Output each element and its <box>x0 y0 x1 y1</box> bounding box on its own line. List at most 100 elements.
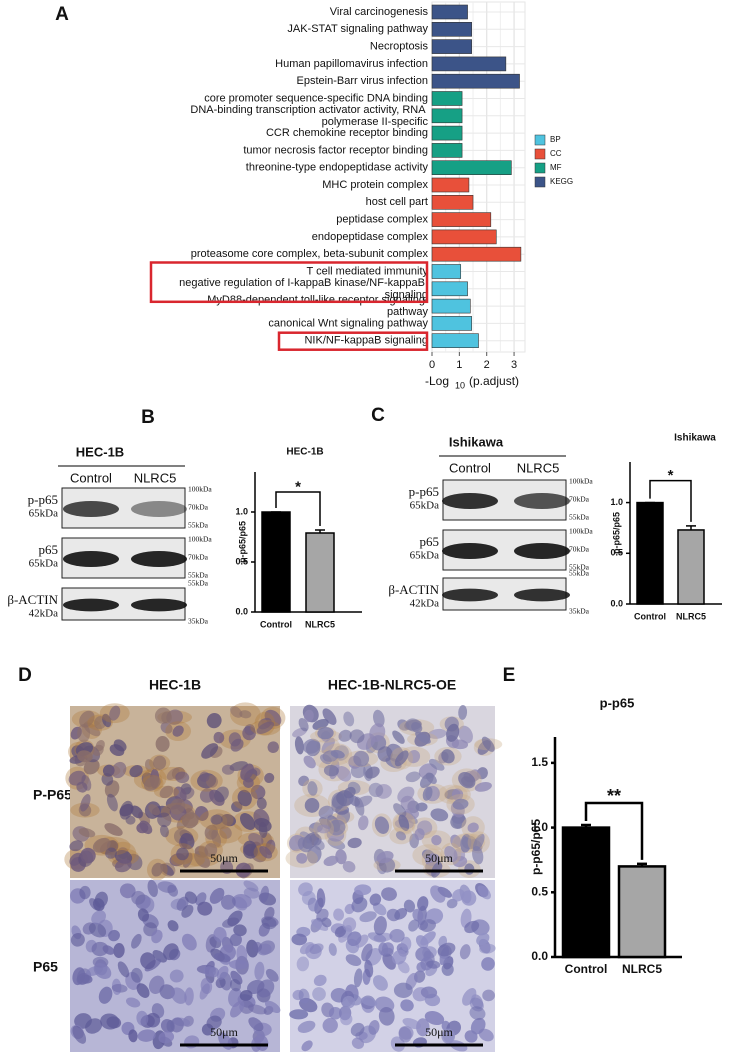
nucleus <box>229 978 242 992</box>
protein-label: β-ACTIN <box>388 582 439 597</box>
nucleus <box>331 793 345 813</box>
nucleus <box>248 1017 264 1032</box>
nucleus <box>152 950 167 963</box>
nucleus <box>144 776 161 791</box>
nucleus <box>481 957 495 971</box>
nucleus <box>243 840 257 857</box>
nucleus <box>458 772 476 789</box>
nucleus <box>472 846 484 865</box>
marker-label: 55kDa <box>569 569 590 578</box>
nucleus <box>80 847 96 864</box>
nucleus <box>243 887 260 899</box>
nucleus <box>398 1026 412 1043</box>
nucleus <box>201 743 219 759</box>
nucleus <box>253 818 272 833</box>
nucleus <box>129 765 143 778</box>
marker-label: 55kDa <box>569 563 590 572</box>
nucleus <box>392 730 405 744</box>
x-axis-label-suffix: (p.adjust) <box>469 374 519 388</box>
highlight-box <box>149 261 429 304</box>
nucleus <box>297 1020 316 1033</box>
nucleus <box>342 860 356 873</box>
category-label: Necroptosis <box>370 41 429 53</box>
x-tick-label: NLRC5 <box>305 619 335 629</box>
nucleus <box>347 931 362 947</box>
nucleus <box>441 1028 456 1044</box>
chart-title: HEC-1B <box>286 447 323 458</box>
nucleus <box>92 837 111 853</box>
nucleus <box>151 862 164 877</box>
nucleus <box>464 1030 478 1043</box>
nucleus <box>267 741 279 754</box>
nucleus <box>102 713 112 728</box>
nucleus <box>460 833 472 853</box>
nucleus <box>91 910 106 925</box>
bar <box>431 281 468 297</box>
nucleus <box>176 847 189 861</box>
nucleus <box>321 737 335 754</box>
nucleus <box>221 764 235 775</box>
nucleus <box>130 805 143 819</box>
y-tick-label: 1.0 <box>235 506 248 516</box>
category-label: Viral carcinogenesis <box>330 6 429 18</box>
nucleus <box>167 884 178 897</box>
scale-bar-label: 50μm <box>425 1025 453 1039</box>
nucleus <box>78 827 96 838</box>
nucleus <box>215 977 226 989</box>
blot-band <box>131 501 187 517</box>
nucleus <box>452 818 463 829</box>
category-label: MHC protein complex <box>322 179 428 191</box>
marker-label: 100kDa <box>569 477 593 486</box>
panel-label: B <box>141 407 155 428</box>
bar <box>261 511 291 613</box>
nucleus <box>400 795 416 811</box>
blot-band <box>131 551 187 567</box>
nucleus <box>289 1009 309 1020</box>
nucleus <box>419 919 436 933</box>
size-label: 65kDa <box>410 500 439 512</box>
blot-band <box>442 543 498 559</box>
protein-label: p65 <box>39 542 59 557</box>
x-tick-label: 2 <box>484 359 490 371</box>
nucleus <box>197 901 213 916</box>
ihc-column-label: HEC-1B-NLRC5-OE <box>328 677 456 693</box>
panel-label: E <box>503 665 516 686</box>
nucleus <box>302 738 321 754</box>
chart-title: Ishikawa <box>674 433 716 444</box>
nucleus <box>304 798 320 813</box>
nucleus <box>159 785 174 799</box>
nucleus <box>426 960 441 969</box>
nucleus <box>208 967 220 978</box>
nucleus <box>140 952 156 970</box>
nucleus <box>298 882 313 897</box>
category-label: CCR chemokine receptor binding <box>266 127 428 139</box>
scale-bar-label: 50μm <box>210 851 238 865</box>
blot-band <box>514 493 570 509</box>
nucleus <box>199 983 210 1000</box>
nucleus <box>155 736 170 752</box>
nucleus <box>79 710 95 728</box>
marker-label: 70kDa <box>188 503 209 512</box>
nucleus <box>415 802 428 812</box>
nucleus <box>89 898 101 911</box>
lane-label: NLRC5 <box>517 460 560 475</box>
ihc-image: 50μm <box>64 702 286 881</box>
nucleus <box>415 731 431 744</box>
nucleus <box>229 959 249 970</box>
nucleus <box>236 944 248 965</box>
nucleus <box>264 1000 281 1014</box>
y-axis-label: p-p65/p65 <box>611 512 621 554</box>
marker-label: 100kDa <box>569 527 593 536</box>
nucleus <box>157 812 172 828</box>
nucleus <box>109 705 121 721</box>
nucleus <box>343 711 355 727</box>
legend-label: BP <box>550 135 561 144</box>
nucleus <box>131 890 146 905</box>
significance-label: ** <box>607 786 621 806</box>
y-tick-label: 0.5 <box>531 884 548 898</box>
significance-bracket <box>275 491 321 526</box>
x-tick-label: Control <box>565 962 608 976</box>
nucleus <box>369 723 386 742</box>
blot-band <box>442 588 498 602</box>
nucleus <box>297 837 313 853</box>
